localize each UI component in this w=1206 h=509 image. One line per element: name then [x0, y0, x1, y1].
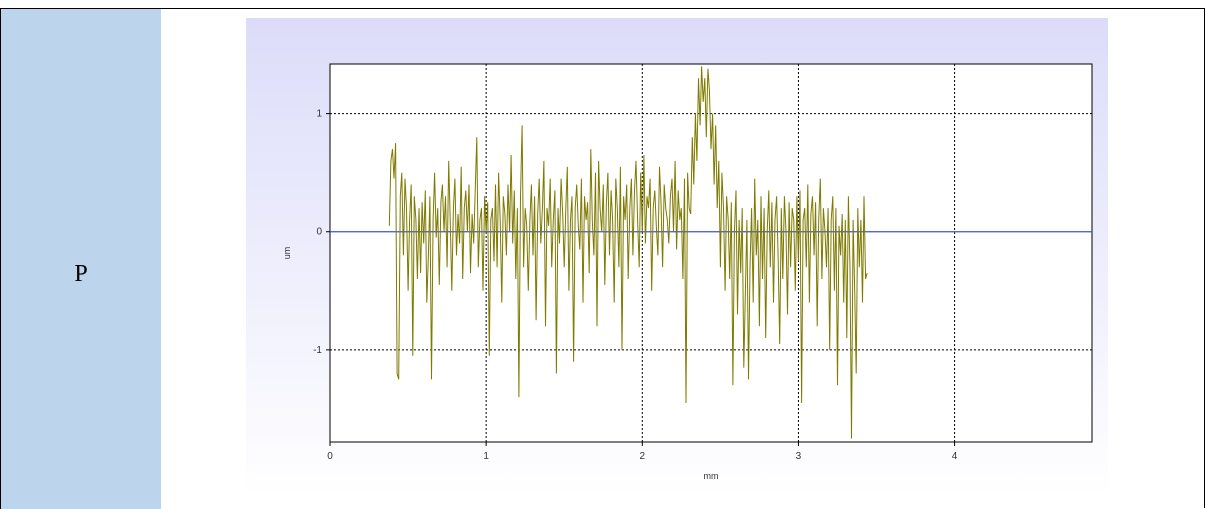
row-label: P — [74, 261, 88, 287]
table-right-border — [1204, 8, 1205, 508]
x-tick-label: 4 — [952, 451, 958, 462]
series-line — [388, 66, 868, 439]
x-axis-label: mm — [704, 471, 719, 481]
x-tick-label: 3 — [796, 451, 802, 462]
y-tick-label: -1 — [313, 345, 322, 356]
x-tick-label: 1 — [483, 451, 489, 462]
row-label-cell: P — [0, 8, 162, 509]
profile-chart: 0 1 2 3 4 -1 0 1 mm um — [246, 18, 1108, 496]
y-tick-label: 0 — [316, 227, 322, 238]
y-axis-label: um — [282, 247, 292, 260]
axis-ticks: 0 1 2 3 4 -1 0 1 — [313, 109, 958, 462]
chart-container: 0 1 2 3 4 -1 0 1 mm um — [246, 18, 1108, 496]
x-tick-label: 0 — [327, 451, 333, 462]
plot-area — [329, 63, 1093, 443]
y-tick-label: 1 — [316, 109, 322, 120]
x-tick-label: 2 — [640, 451, 646, 462]
